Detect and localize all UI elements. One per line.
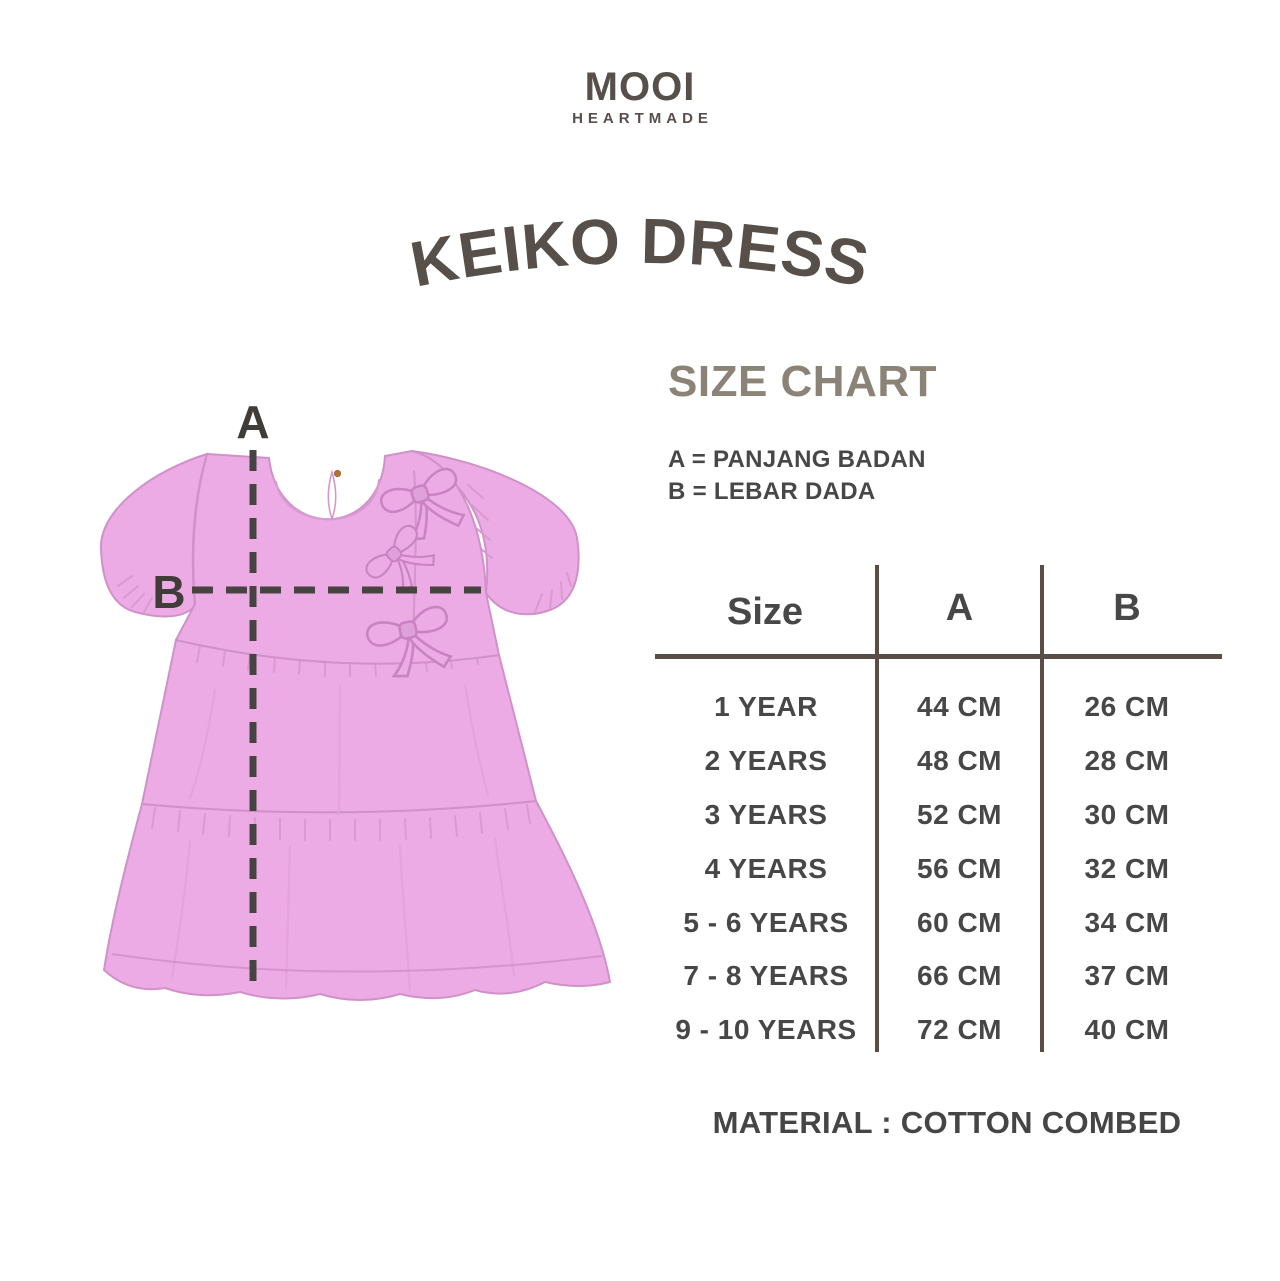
measurement-label-b: B [152,566,185,618]
dress-skirt-ruffle [102,799,612,1001]
column-header-size: Size [726,591,804,633]
cell-size: 3 YEARS [704,798,828,830]
dress-measurement-diagram: A B [99,396,612,1001]
table-row: 3 YEARS 52 CM 30 CM [655,788,1222,842]
table-header-rule [655,654,1222,659]
brand-tagline: HEARTMADE [572,110,713,127]
cell-b: 32 CM [1084,852,1170,884]
cell-size: 2 YEARS [704,744,828,776]
dress-skirt-middle [140,638,538,816]
measurement-label-a: A [236,396,269,448]
cell-a: 60 CM [917,906,1002,938]
cell-size: 4 YEARS [704,852,828,884]
cell-b: 34 CM [1084,906,1170,938]
measurement-legend: A = PANJANG BADAN B = LEBAR DADA [668,444,926,508]
product-title: KEIKO DRESS [405,205,876,301]
cell-b: 30 CM [1084,798,1170,830]
neck-keyhole [327,469,337,522]
brand-name: MOOI [584,65,696,109]
cell-b: 28 CM [1084,744,1170,776]
table-divider-vertical-2 [1040,565,1044,1052]
cell-a: 56 CM [917,852,1002,884]
product-title-text: KEIKO DRESS [405,205,875,301]
material-note: MATERIAL : COTTON COMBED [712,1105,1182,1140]
column-header-b: B [1113,587,1141,629]
cell-a: 44 CM [917,690,1002,722]
svg-text:KEIKO DRESS: KEIKO DRESS [405,205,876,301]
table-rows: 1 YEAR 44 CM 26 CM 2 YEARS 48 CM 28 CM 3… [655,680,1222,1057]
size-chart-heading: SIZE CHART [668,357,937,406]
cell-a: 72 CM [917,1014,1002,1046]
skirt-tier-3 [102,799,612,1001]
bodice [174,449,501,665]
table-divider-vertical-1 [875,565,879,1052]
cell-size: 7 - 8 YEARS [683,960,849,992]
table-row: 5 - 6 YEARS 60 CM 34 CM [655,896,1222,950]
cell-a: 52 CM [917,798,1002,830]
cell-b: 26 CM [1084,690,1170,722]
table-row: 4 YEARS 56 CM 32 CM [655,842,1222,896]
cell-size: 1 YEAR [714,690,818,722]
table-row: 7 - 8 YEARS 66 CM 37 CM [655,949,1222,1003]
right-sleeve [411,450,580,616]
column-header-a: A [945,587,974,629]
hem-stitch [111,953,603,973]
cell-size: 5 - 6 YEARS [683,906,849,938]
brand-logo: MOOI HEARTMADE [0,66,1280,128]
cell-b: 40 CM [1084,1014,1170,1046]
table-row: 1 YEAR 44 CM 26 CM [655,680,1222,734]
legend-line-b: B = LEBAR DADA [668,478,876,505]
legend-line-a: A = PANJANG BADAN [668,446,926,473]
cell-a: 48 CM [917,744,1002,776]
cell-a: 66 CM [917,960,1002,992]
table-row: 9 - 10 YEARS 72 CM 40 CM [655,1003,1222,1057]
cell-size: 9 - 10 YEARS [675,1014,857,1046]
cell-b: 37 CM [1084,960,1170,992]
table-row: 2 YEARS 48 CM 28 CM [655,734,1222,788]
back-button [333,470,341,478]
